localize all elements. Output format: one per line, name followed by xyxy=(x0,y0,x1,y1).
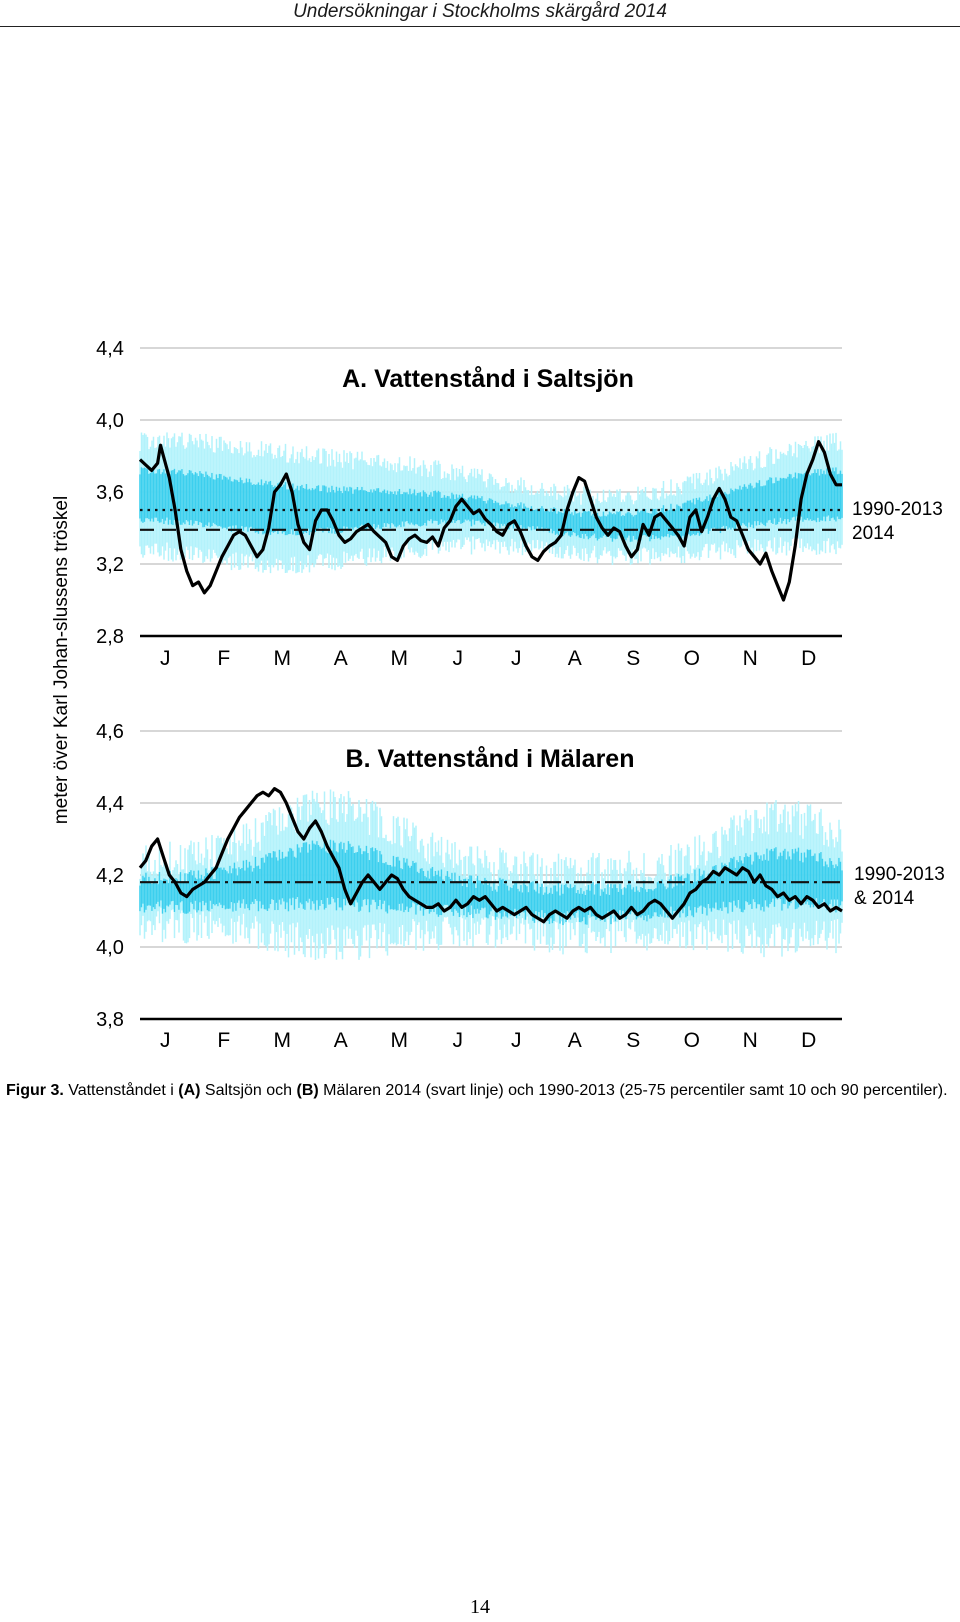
x-tick-label: D xyxy=(801,647,816,670)
y-tick-label: 4,4 xyxy=(96,793,124,815)
y-tick-label: 4,2 xyxy=(96,865,124,887)
x-tick-label: J xyxy=(453,647,464,670)
x-tick-label: M xyxy=(391,647,409,670)
x-tick-label: J xyxy=(511,647,522,670)
x-tick-label: O xyxy=(684,647,700,670)
caption-text-2: Saltsjön och xyxy=(200,1082,297,1099)
water-level-figure: meter över Karl Johan-slussens tröskel 4… xyxy=(51,338,945,1052)
x-tick-label: N xyxy=(743,1029,758,1052)
x-tick-label: J xyxy=(160,1029,171,1052)
series-line-2014 xyxy=(138,440,842,602)
percentile-bands xyxy=(139,432,843,574)
header-rule xyxy=(0,26,960,27)
figure-caption: Figur 3. Vattenståndet i (A) Saltsjön oc… xyxy=(6,1079,956,1103)
y-tick-label: 3,8 xyxy=(96,1009,124,1031)
legend-label: 1990-2013 xyxy=(854,864,945,885)
legend-label: 2014 xyxy=(852,523,895,544)
running-header: Undersökningar i Stockholms skärgård 201… xyxy=(0,0,960,23)
x-tick-label: J xyxy=(453,1029,464,1052)
panel-b: 4,6 4,4 4,2 4,0 3,8 B. Vattenstånd i Mälaren 1… xyxy=(96,721,945,1052)
caption-text-1: Vattenståndet i xyxy=(63,1082,179,1099)
chart-title: B. Vattenstånd i Mälaren xyxy=(346,745,635,773)
chart-title: A. Vattenstånd i Saltsjön xyxy=(342,365,634,393)
x-tick-label: M xyxy=(391,1029,409,1052)
panel-a: 4,4 4,0 3,6 3,2 2,8 A. Vattenstånd i Saltsjön… xyxy=(96,338,943,670)
caption-label: Figur 3. xyxy=(6,1082,64,1099)
x-tick-label: S xyxy=(626,1029,640,1052)
x-tick-label: J xyxy=(160,647,171,670)
y-tick-label: 4,6 xyxy=(96,721,124,743)
caption-text-3: Mälaren 2014 (svart linje) och 1990-2013… xyxy=(318,1082,948,1099)
x-tick-label: F xyxy=(217,1029,230,1052)
x-tick-label: J xyxy=(511,1029,522,1052)
x-tick-label: S xyxy=(626,647,640,670)
y-axis-label: meter över Karl Johan-slussens tröskel xyxy=(51,496,72,824)
x-tick-label: D xyxy=(801,1029,816,1052)
x-tick-label: M xyxy=(274,1029,292,1052)
x-tick-label: O xyxy=(684,1029,700,1052)
x-tick-label: A xyxy=(568,1029,582,1052)
x-tick-label: A xyxy=(568,647,582,670)
y-tick-label: 4,0 xyxy=(96,937,124,959)
page-number: 14 xyxy=(470,1596,490,1618)
y-tick-label: 4,0 xyxy=(96,410,124,432)
caption-ref-b: (B) xyxy=(296,1082,319,1099)
x-tick-label: M xyxy=(274,647,292,670)
series-line-2014 xyxy=(138,787,843,924)
x-tick-label: N xyxy=(743,647,758,670)
running-title: Undersökningar i Stockholms skärgård 201… xyxy=(293,1,667,22)
y-tick-label: 3,6 xyxy=(96,482,124,504)
x-tick-label: F xyxy=(217,647,230,670)
legend-label: 1990-2013 xyxy=(852,499,943,520)
y-tick-label: 3,2 xyxy=(96,554,124,576)
x-tick-label: A xyxy=(334,647,348,670)
caption-ref-a: (A) xyxy=(178,1082,201,1099)
y-tick-label: 4,4 xyxy=(96,338,124,360)
legend-label: & 2014 xyxy=(854,888,915,909)
x-tick-label: A xyxy=(334,1029,348,1052)
y-tick-label: 2,8 xyxy=(96,626,124,648)
